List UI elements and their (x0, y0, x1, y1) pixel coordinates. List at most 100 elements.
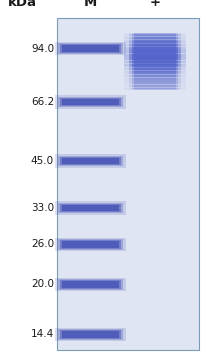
Bar (124, 85, 186, 87)
Bar (134, 51, 176, 53)
Bar (134, 35, 176, 38)
Bar (132, 76, 178, 79)
Bar (134, 57, 176, 59)
Bar (132, 48, 178, 50)
Bar (129, 48, 181, 50)
Bar (124, 48, 186, 50)
Text: 14.4: 14.4 (31, 329, 54, 339)
Bar (124, 73, 186, 76)
Bar (134, 58, 176, 60)
Bar (129, 40, 181, 42)
Bar (58, 279, 122, 290)
Bar (124, 47, 186, 49)
Bar (134, 32, 176, 35)
Bar (132, 61, 178, 63)
Bar (129, 86, 181, 89)
Bar (58, 97, 122, 107)
Bar (58, 239, 122, 250)
Bar (132, 32, 178, 35)
Bar (134, 44, 176, 46)
Text: +: + (149, 0, 161, 9)
Bar (124, 83, 186, 86)
Bar (129, 83, 181, 86)
Bar (134, 38, 176, 41)
Bar (132, 72, 178, 75)
Bar (129, 38, 181, 41)
Bar (134, 59, 176, 62)
Bar (61, 45, 119, 52)
Bar (129, 78, 181, 80)
Bar (58, 329, 122, 340)
Bar (132, 37, 178, 39)
Bar (61, 99, 119, 105)
Bar (129, 49, 181, 52)
Bar (124, 64, 186, 66)
Bar (132, 64, 178, 66)
Bar (60, 44, 121, 53)
Bar (124, 58, 186, 60)
Bar (60, 98, 121, 106)
Bar (134, 76, 176, 79)
Bar (55, 238, 125, 251)
Bar (129, 75, 181, 77)
Bar (124, 69, 186, 72)
Bar (132, 66, 178, 69)
Bar (132, 86, 178, 89)
Bar (134, 42, 176, 45)
Bar (129, 72, 181, 75)
Bar (134, 64, 176, 66)
Bar (134, 61, 176, 63)
Bar (134, 73, 176, 76)
Bar (134, 49, 176, 52)
Bar (124, 34, 186, 36)
Bar (129, 51, 181, 53)
Bar (132, 35, 178, 38)
Bar (134, 79, 176, 81)
Bar (132, 75, 178, 77)
Bar (55, 328, 125, 341)
Bar (132, 42, 178, 45)
Bar (129, 76, 181, 79)
Text: 45.0: 45.0 (31, 156, 54, 166)
Bar (129, 62, 181, 64)
Text: 94.0: 94.0 (31, 44, 54, 54)
Bar (134, 69, 176, 72)
Bar (124, 37, 186, 39)
Bar (129, 73, 181, 76)
Bar (134, 65, 176, 67)
Bar (129, 54, 181, 56)
Bar (129, 59, 181, 62)
Bar (134, 47, 176, 49)
Bar (129, 45, 181, 48)
Bar (129, 65, 181, 67)
Bar (134, 41, 176, 44)
Bar (132, 83, 178, 86)
Bar (124, 52, 186, 55)
Bar (129, 32, 181, 35)
Bar (124, 32, 186, 35)
Bar (60, 204, 121, 212)
Text: 33.0: 33.0 (31, 203, 54, 213)
Bar (129, 58, 181, 60)
Bar (132, 79, 178, 81)
Bar (124, 86, 186, 89)
Bar (124, 41, 186, 44)
Bar (61, 205, 119, 211)
Bar (129, 85, 181, 87)
Bar (58, 203, 122, 213)
Bar (124, 44, 186, 46)
Bar (60, 280, 121, 289)
Bar (134, 71, 176, 73)
Bar (129, 52, 181, 55)
Bar (132, 57, 178, 59)
Bar (132, 52, 178, 55)
Bar (132, 55, 178, 58)
Bar (61, 241, 119, 248)
Bar (132, 85, 178, 87)
Bar (124, 82, 186, 84)
Bar (132, 71, 178, 73)
Bar (134, 82, 176, 84)
Bar (132, 73, 178, 76)
Bar (58, 44, 122, 54)
Bar (129, 47, 181, 49)
